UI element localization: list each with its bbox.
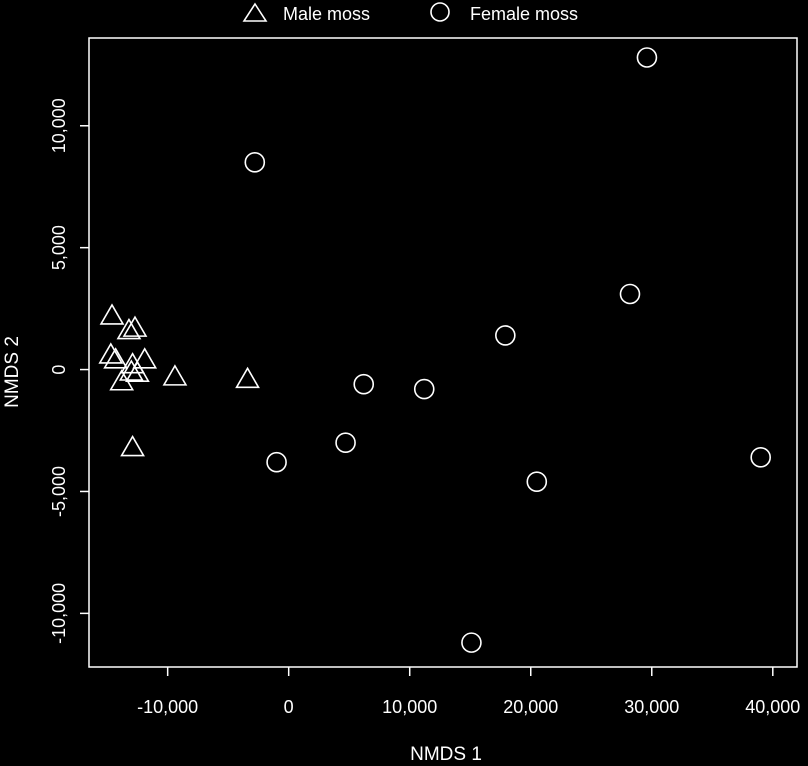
female-moss-point xyxy=(413,378,435,400)
y-axis: -10,000 -5,000 0 5,000 10,000 xyxy=(49,98,89,644)
x-tick-label: 0 xyxy=(284,697,294,717)
y-tick-label: 10,000 xyxy=(49,98,69,153)
male-moss-point xyxy=(109,369,135,391)
data-points xyxy=(98,47,771,653)
x-tick-label: 20,000 xyxy=(503,697,558,717)
plot-frame xyxy=(88,37,798,668)
female-moss-point xyxy=(619,283,641,305)
male-moss-point xyxy=(118,359,144,381)
y-tick-label: -10,000 xyxy=(49,583,69,644)
male-moss-point xyxy=(235,366,260,389)
legend-label-female: Female moss xyxy=(470,4,578,24)
x-tick-label: 30,000 xyxy=(624,697,679,717)
male-moss-point xyxy=(120,434,145,457)
female-moss-point xyxy=(495,325,516,346)
male-moss-point xyxy=(99,303,125,325)
legend: Male moss Female moss xyxy=(242,2,578,24)
y-tick-label: 0 xyxy=(49,365,69,375)
female-moss-point xyxy=(244,152,266,173)
x-axis: -10,000 0 10,000 20,000 30,000 40,000 xyxy=(137,667,800,717)
legend-circle-marker xyxy=(430,2,450,22)
female-moss-point xyxy=(461,632,482,653)
x-tick-label: -10,000 xyxy=(137,697,198,717)
y-tick-label: -5,000 xyxy=(49,466,69,517)
female-moss-point xyxy=(636,47,658,68)
male-moss-point xyxy=(103,347,129,369)
female-moss-point xyxy=(266,451,287,473)
x-axis-title: NMDS 1 xyxy=(410,744,482,765)
female-moss-point xyxy=(526,471,548,493)
female-moss-point xyxy=(750,447,771,468)
female-moss-point xyxy=(335,432,356,454)
male-moss-point xyxy=(132,347,158,369)
male-moss-point xyxy=(125,360,150,383)
male-moss-point xyxy=(98,342,124,364)
x-tick-label: 40,000 xyxy=(745,697,800,717)
legend-triangle-marker xyxy=(242,2,268,22)
legend-label-male: Male moss xyxy=(283,4,370,24)
female-moss-point xyxy=(353,373,375,395)
y-axis-title: NMDS 2 xyxy=(2,336,23,408)
male-moss-point xyxy=(162,364,188,386)
x-tick-label: 10,000 xyxy=(382,697,437,717)
male-moss-point xyxy=(116,317,142,340)
male-moss-point xyxy=(122,315,148,337)
y-tick-label: 5,000 xyxy=(49,225,69,270)
